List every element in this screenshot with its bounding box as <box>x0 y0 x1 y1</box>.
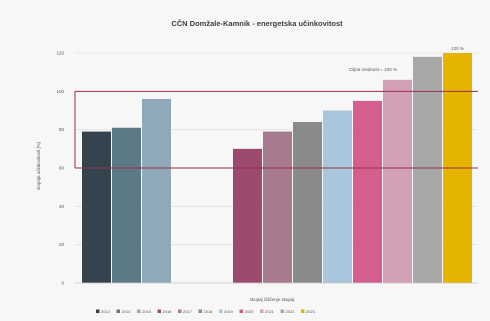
y-axis-title: stopnja učinkovitosti [%] <box>36 142 41 190</box>
bar-2018 <box>293 122 322 283</box>
y-tick-label: 120 <box>56 51 64 56</box>
y-tick-label: 100 <box>56 89 64 94</box>
y-tick-label: 40 <box>59 204 65 209</box>
legend-label-2016: 2016 <box>163 309 173 314</box>
bar-2014 <box>112 127 141 283</box>
bar-2017 <box>263 131 292 283</box>
bar-2019 <box>323 110 352 283</box>
bar-2015 <box>142 99 171 283</box>
legend-swatch-2023 <box>301 309 305 313</box>
legend-swatch-2016 <box>157 309 161 313</box>
legend-label-2015: 2015 <box>142 309 152 314</box>
legend-swatch-2018 <box>198 309 202 313</box>
legend-label-2013: 2013 <box>101 309 111 314</box>
legend-label-2018: 2018 <box>204 309 214 314</box>
legend-swatch-2013 <box>96 309 100 313</box>
bar-2016 <box>233 148 262 283</box>
bar-2020 <box>353 100 382 284</box>
bar-2021 <box>383 79 412 283</box>
legend-label-2019: 2019 <box>224 309 234 314</box>
legend-label-2021: 2021 <box>265 309 275 314</box>
bar-2013 <box>82 131 111 283</box>
legend: 2013 2014 2015 2016 2017 2018 2019 2020 2021 2022… <box>96 309 316 314</box>
legend-swatch-2020 <box>239 309 243 313</box>
y-tick-label: 80 <box>59 127 65 132</box>
data-label-2023: 120 % <box>451 46 464 51</box>
legend-swatch-2019 <box>219 309 223 313</box>
legend-label-2023: 2023 <box>306 309 316 314</box>
y-tick-label: 0 <box>61 281 64 286</box>
legend-label-2017: 2017 <box>183 309 193 314</box>
x-axis-title: skupaj čiščenje skupaj <box>250 297 295 302</box>
bars: 120 % <box>82 46 472 284</box>
legend-swatch-2015 <box>137 309 141 313</box>
legend-label-2020: 2020 <box>245 309 255 314</box>
legend-swatch-2017 <box>178 309 182 313</box>
legend-swatch-2014 <box>116 309 120 313</box>
legend-swatch-2021 <box>260 309 264 313</box>
y-axis-ticks: 0 20 40 60 80 100 120 <box>56 51 64 286</box>
reference-lines <box>74 90 478 169</box>
target-annotation: Ciljna vrednost = 100 % <box>349 67 397 72</box>
chart-title: CČN Domžale-Kamnik - energetska učinkovi… <box>171 19 343 28</box>
y-tick-label: 20 <box>59 242 65 247</box>
legend-label-2022: 2022 <box>286 309 296 314</box>
legend-swatch-2022 <box>280 309 284 313</box>
bar-2022 <box>413 56 442 284</box>
y-tick-label: 60 <box>59 166 65 171</box>
legend-label-2014: 2014 <box>122 309 132 314</box>
